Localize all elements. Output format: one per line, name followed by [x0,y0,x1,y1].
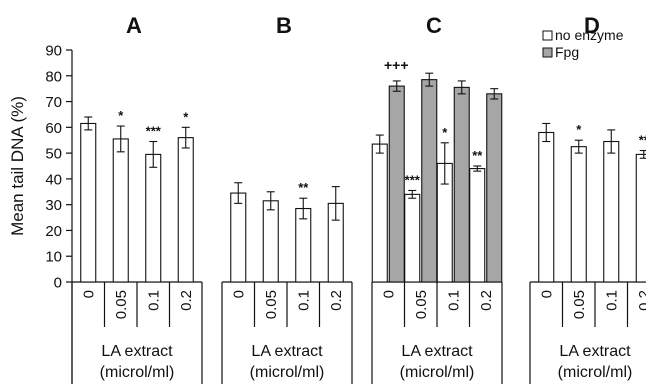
y-axis: 0 10 20 30 40 50 60 70 80 90 [45,43,73,384]
x-tick-label: 0.05 [113,290,130,319]
group-xlabel-line1: LA extract [559,343,631,360]
panel-title: A [126,13,142,38]
x-tick-label: 0 [230,290,247,298]
group-xlabel-line2: (microl/ml) [250,364,325,381]
significance-label: *** [405,172,421,187]
significance-label: ** [472,148,483,163]
significance-label: ** [298,180,309,195]
bar [388,85,405,283]
y-tick-label: 30 [45,197,62,214]
panel: A0 0.05 0.1 0.2LA extract(microl/ml)***** [71,13,203,384]
group-xlabel-line1: LA extract [251,343,323,360]
y-tick-label: 80 [45,68,62,85]
significance-label: * [442,125,448,140]
y-tick-label: 90 [45,43,62,60]
x-tick-label: 0.1 [295,290,312,311]
bar [404,193,421,283]
group-xlabel-line2: (microl/ml) [100,364,175,381]
legend-swatch [542,30,553,41]
x-tick-label: 0.1 [445,290,462,311]
top-annotation: +++ [384,57,409,73]
bar [635,153,646,283]
bar [145,153,162,283]
x-tick-label: 0 [538,290,555,298]
significance-label: * [576,122,582,137]
significance-label: ** [639,133,646,148]
legend-swatch [542,47,553,58]
y-tick-label: 50 [45,146,62,163]
panel-title: B [276,13,292,38]
group-xlabel-line1: LA extract [101,343,173,360]
bar [262,200,279,283]
bar [469,168,486,283]
bar [112,138,129,283]
x-tick-label: 0.05 [571,290,588,319]
y-tick-label: 0 [54,275,62,292]
group-xlabel-line2: (microl/ml) [400,364,475,381]
panel-title: C [426,13,442,38]
y-tick-label: 70 [45,94,62,111]
legend-label: Fpg [555,44,579,60]
chart-panels: A0 0.05 0.1 0.2LA extract(microl/ml)*****B0… [71,13,646,384]
legend-label: no enzyme [555,27,624,43]
bar [421,79,438,283]
significance-label: * [183,109,189,124]
bar [230,192,247,283]
x-tick-label: 0.2 [178,290,195,311]
bar [80,122,97,283]
x-tick-label: 0.2 [478,290,495,311]
group-xlabel-line1: LA extract [401,343,473,360]
bar [538,131,555,283]
panel-title: D [584,13,600,38]
y-axis-label: Mean tail DNA (%) [8,96,27,236]
significance-label: * [118,108,124,123]
group-xlabel-line2: (microl/ml) [558,364,633,381]
x-tick-label: 0.05 [413,290,430,319]
panel: D00.050.10.2LA extract(microl/ml)*** [529,13,646,384]
x-tick-label: 0 [380,290,397,298]
y-tick-label: 20 [45,223,62,240]
x-tick-label: 0.2 [636,290,646,311]
panel: C0 0.05 0.1 0.2LA extract(microl/ml)******+… [371,13,503,384]
x-tick-label: 0.05 [263,290,280,319]
bar [603,140,620,283]
x-tick-label: 0.1 [603,290,620,311]
significance-label: *** [146,124,162,139]
bar [177,137,194,283]
y-tick-label: 10 [45,249,62,266]
x-tick-label: 0.1 [145,290,162,311]
panel: B 0 0.05 0.1 0.2 LA extract (microl/ml) ** [221,13,353,384]
bar [570,146,587,283]
bar [295,207,312,283]
x-tick-label: 0.2 [328,290,345,311]
x-tick-label: 0 [80,290,97,298]
bar [453,86,470,283]
y-tick-label: 40 [45,171,62,188]
y-tick-label: 60 [45,120,62,137]
bar [486,93,503,283]
bar [371,143,388,283]
